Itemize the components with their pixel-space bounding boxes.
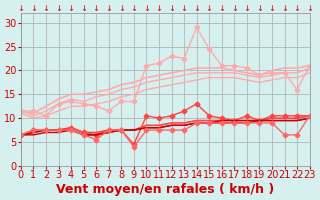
- X-axis label: Vent moyen/en rafales ( km/h ): Vent moyen/en rafales ( km/h ): [56, 183, 274, 196]
